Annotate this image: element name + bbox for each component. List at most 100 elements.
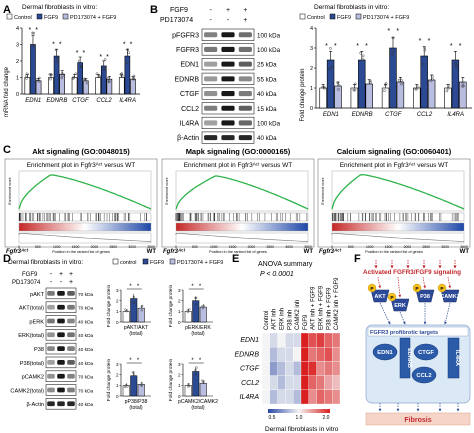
blot-band (221, 120, 235, 126)
blot-band (221, 135, 235, 141)
heatmap-cell (285, 361, 294, 376)
heatmap-cell (269, 361, 278, 376)
ratio-label: pP38/P38 (125, 399, 148, 405)
rank-xlabel: Position in the ranked list of genes (52, 250, 110, 254)
blot-mw: 70 kDa (78, 306, 94, 312)
gsea-left-label: Fgfr3ᴬᶜᵗ (163, 247, 185, 255)
data-point (54, 48, 58, 52)
data-point (49, 73, 53, 76)
heatmap-column-label: AKT inh + FGF9 (311, 286, 317, 330)
data-point (132, 74, 136, 78)
blot-band (67, 332, 75, 338)
heatmap-row-label: IL4RA (240, 394, 260, 401)
data-point (74, 72, 78, 76)
blot-band (67, 346, 75, 351)
y-tick-label: 3 (310, 46, 313, 52)
fibrosis-box (365, 412, 471, 426)
kinase-label: P38 (420, 294, 430, 300)
bar (389, 47, 397, 109)
data-point (133, 374, 136, 377)
y-tick-label: 2 (116, 372, 119, 377)
panel-a-title: Dermal fibroblasts in vitro: (22, 4, 97, 11)
rank-tick-label: 2000 (248, 245, 256, 249)
blot-band (67, 373, 75, 379)
heatmap-cell (324, 361, 333, 376)
y-tick-label: 2 (310, 66, 313, 72)
data-point (461, 82, 465, 85)
anova-p-value: P < 0.0001 (260, 271, 294, 278)
heatmap-column-label: P38 inh (287, 310, 293, 330)
blot-band (238, 46, 252, 52)
significance-star: * (76, 50, 79, 57)
legend-swatch-fgf9 (36, 13, 43, 20)
heatmap-cell (324, 389, 333, 405)
data-point (140, 309, 143, 312)
panel-b-ylabel: Fold change protein (300, 68, 306, 121)
legend-label-fgf9: FGF9 (150, 260, 164, 266)
data-point (125, 61, 128, 64)
panel-letter-e: E (232, 253, 239, 265)
blot-band (57, 304, 65, 310)
y-tick-label: 0 (116, 394, 119, 399)
bar (358, 59, 366, 109)
blot-band (221, 105, 235, 111)
data-point (369, 81, 372, 84)
blot-band (67, 387, 75, 393)
category-label: CTGF (385, 112, 402, 118)
panel-e-footer: Dermal fibroblasts in vitro (265, 426, 339, 433)
gsea-right-label: WT (147, 249, 157, 255)
rank-tick-label: 2500 (267, 245, 275, 249)
significance-star: * (191, 284, 194, 290)
data-point (55, 60, 59, 64)
heatmap-cell (316, 347, 325, 362)
rank-tick-label: 3500 (304, 245, 312, 249)
data-point (384, 83, 387, 87)
data-point (330, 65, 333, 69)
significance-star: * (325, 43, 328, 50)
blot-band (47, 332, 55, 338)
rank-bar (331, 222, 465, 232)
data-point (123, 385, 127, 389)
rank-tick-label: 1500 (229, 245, 237, 249)
legend-swatch-pd (169, 258, 176, 265)
rank-tick-label: 0 (175, 245, 177, 249)
heatmap-column-label: AKT inh (272, 309, 278, 330)
rank-tick-label: 3000 (128, 245, 136, 249)
significance-star: * (82, 50, 85, 57)
colorbar-tick-label: 1.0 (296, 415, 303, 421)
target-box-title-bg (367, 326, 469, 337)
gsea-right-label: WT (304, 249, 314, 255)
heatmap-cell (269, 347, 278, 362)
activation-arrow (422, 276, 426, 289)
bar (71, 77, 78, 95)
heatmap-cell (300, 389, 309, 405)
colorbar-tick-label: 2.0 (323, 415, 330, 421)
category-label: EDN1 (323, 112, 339, 118)
panel-d: D Dermal fibroblasts in vitro: control F… (3, 253, 223, 411)
blot-label: β-Actin (177, 135, 199, 142)
panel-b-legend: Control FGF9 PD173074 + FGF9 (299, 13, 409, 21)
panel-d-ylabel: Fold change protein (106, 284, 112, 327)
blot-mw: 55 kDa (257, 76, 277, 83)
y-tick-label: 1 (178, 383, 181, 388)
data-point (127, 51, 131, 55)
rank-tick-label: 1000 (53, 245, 61, 249)
gsea-frame (317, 158, 471, 248)
heatmap-column-label: CAMK2 inh (295, 300, 301, 330)
data-point (77, 59, 81, 63)
legend-swatch-pd (355, 13, 362, 20)
pd-sign: + (69, 279, 73, 286)
gsea-title: Mapk signaling (GO:0000165) (186, 147, 291, 156)
heatmap-row-label: EDN1 (240, 337, 259, 344)
blot-band (67, 318, 75, 324)
gsea-left-label: Fgfr3ᴬᶜᵗ (319, 247, 341, 255)
rank-tick-label: 3500 (147, 245, 155, 249)
bar (192, 300, 200, 323)
data-point (400, 79, 403, 82)
bar (95, 77, 101, 95)
panel-letter-f: F (354, 253, 361, 265)
y-tick-label: 3 (178, 362, 181, 367)
data-point (85, 81, 89, 85)
target-label: CCL2 (416, 373, 431, 379)
heatmap-cell (285, 347, 294, 362)
